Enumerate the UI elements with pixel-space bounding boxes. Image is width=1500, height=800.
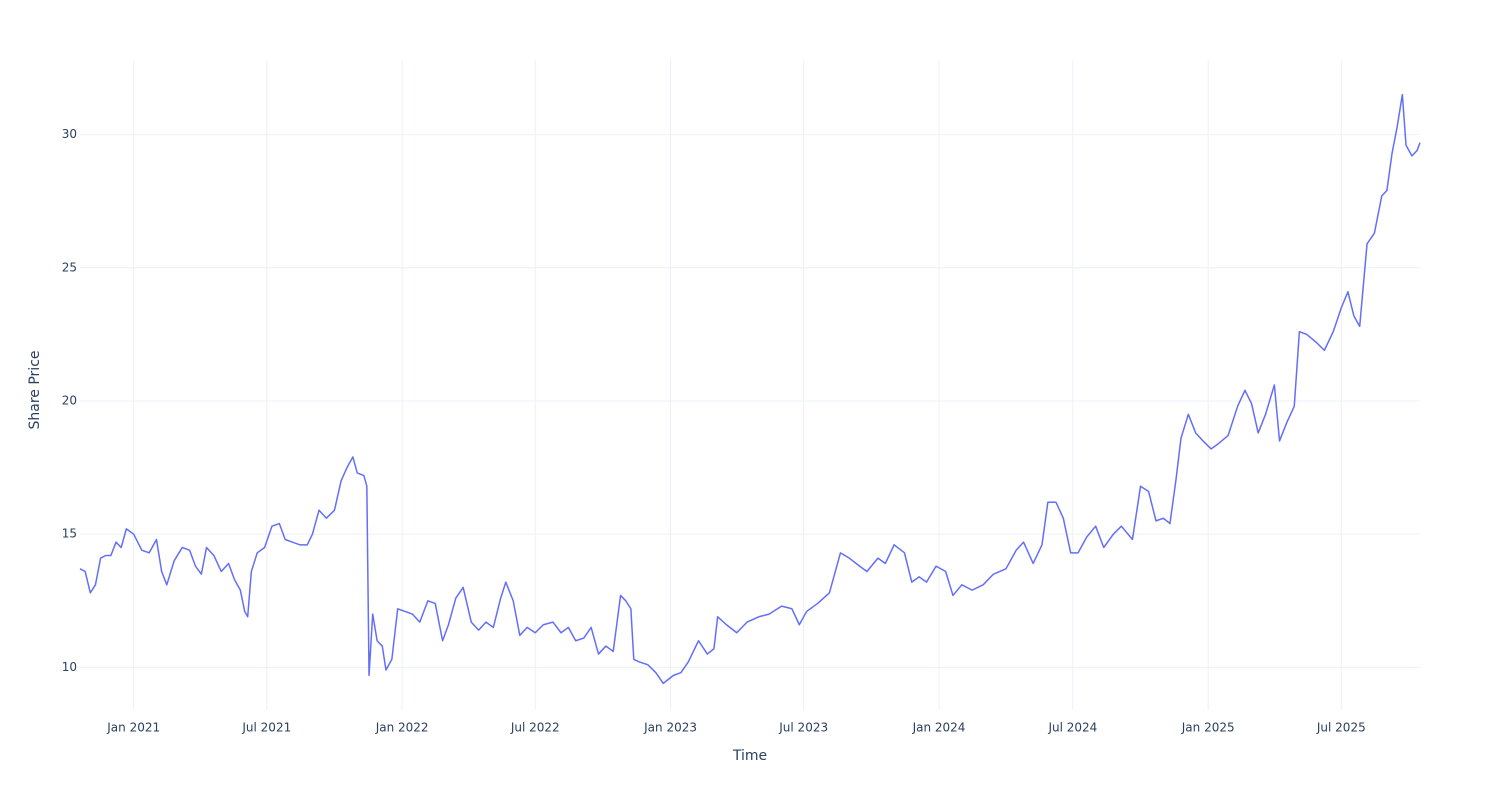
x-tick-label: Jan 2021 (106, 721, 160, 735)
x-tick-label: Jan 2023 (643, 721, 697, 735)
x-tick-label: Jan 2022 (375, 721, 429, 735)
y-tick-label: 25 (62, 260, 77, 274)
x-tick-label: Jul 2021 (241, 721, 291, 735)
grid (80, 60, 1420, 710)
y-axis-title: Share Price (27, 350, 43, 429)
y-tick-label: 30 (62, 127, 77, 141)
y-tick-label: 20 (62, 393, 77, 407)
x-tick-label: Jul 2024 (1047, 721, 1097, 735)
y-tick-label: 15 (62, 527, 77, 541)
x-tick-label: Jul 2025 (1316, 721, 1366, 735)
x-tick-label: Jan 2025 (1181, 721, 1235, 735)
x-axis-title: Time (732, 748, 767, 764)
x-tick-label: Jul 2023 (778, 721, 828, 735)
price-line (79, 93, 1421, 685)
x-tick-label: Jan 2024 (912, 721, 966, 735)
y-tick-label: 10 (62, 660, 77, 674)
x-tick-label: Jul 2022 (510, 721, 560, 735)
